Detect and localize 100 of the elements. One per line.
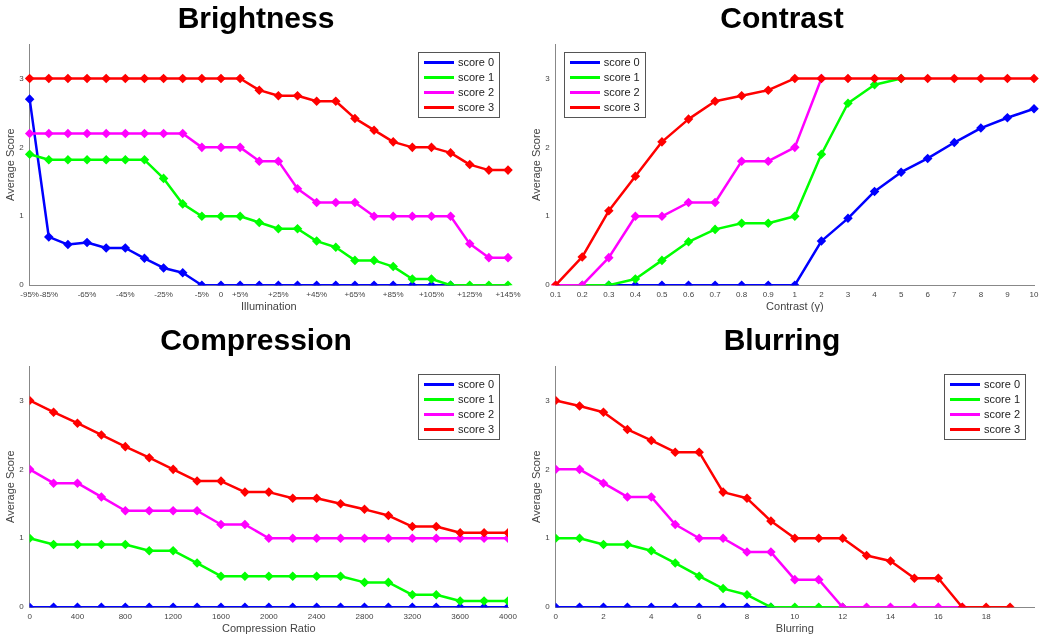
point [25, 74, 34, 83]
point [737, 156, 746, 166]
x-tick-label: 1600 [212, 612, 231, 622]
point [647, 492, 656, 502]
x-tick-label: 8 [744, 612, 750, 622]
point [817, 236, 826, 246]
point [479, 596, 489, 606]
point [331, 96, 341, 106]
point [737, 218, 746, 228]
point [684, 198, 693, 207]
point [670, 447, 680, 457]
legend-label: score 2 [457, 85, 494, 100]
point [178, 129, 187, 138]
point [923, 154, 932, 163]
x-axis-title: Blurring [775, 622, 814, 635]
point [432, 522, 441, 531]
point [216, 520, 226, 529]
point [312, 96, 321, 106]
point [446, 148, 455, 158]
y-tick-label: 1 [19, 211, 25, 221]
y-tick-label: 2 [19, 142, 25, 152]
point [63, 129, 73, 138]
point [140, 129, 149, 138]
point [934, 574, 943, 583]
point [503, 165, 513, 175]
point [197, 143, 207, 152]
point [790, 575, 800, 584]
point [623, 492, 632, 502]
point [718, 534, 728, 543]
x-tick-label: -25% [154, 290, 173, 300]
point [923, 74, 932, 83]
point [623, 425, 632, 434]
x-tick-label: +65% [344, 290, 366, 300]
y-axis-title: Average Score [529, 450, 542, 523]
point [838, 534, 847, 543]
point [790, 74, 800, 83]
point [49, 478, 58, 488]
point [455, 528, 465, 538]
x-tick-label: 2 [601, 612, 607, 622]
point [694, 571, 704, 581]
legend-label: score 0 [983, 377, 1020, 392]
x-tick-label: 0.2 [576, 290, 589, 300]
point [604, 206, 614, 216]
point [264, 487, 274, 497]
x-tick-label: 0.7 [709, 290, 722, 300]
x-axis-title: Contrast (γ) [766, 300, 824, 313]
x-tick-label: 0.3 [603, 290, 615, 300]
point [870, 187, 879, 196]
point [264, 571, 274, 581]
x-tick-label: 7 [952, 290, 958, 300]
point [360, 534, 369, 543]
point [350, 114, 360, 123]
point [1003, 113, 1012, 122]
x-tick-label: 9 [1005, 290, 1011, 300]
point [465, 239, 474, 249]
x-tick-label: -85% [39, 290, 59, 300]
x-tick-label: 16 [933, 612, 944, 622]
point [73, 478, 82, 488]
point [479, 534, 489, 543]
point [388, 137, 398, 147]
y-tick-label: 0 [545, 280, 551, 290]
legend-label: score 1 [603, 70, 640, 85]
point [235, 212, 245, 221]
x-tick-label: -65% [77, 290, 97, 300]
y-tick-label: 2 [545, 142, 551, 152]
point [843, 99, 853, 108]
point [575, 465, 584, 474]
y-axis-title: Average Score [3, 128, 16, 201]
point [159, 74, 168, 83]
point [465, 160, 474, 169]
point [742, 590, 752, 600]
x-tick-label: 0 [553, 612, 559, 622]
legend-label: score 1 [983, 392, 1020, 407]
point [240, 520, 250, 529]
legend-label: score 0 [457, 377, 494, 392]
point [910, 574, 919, 583]
point [63, 240, 73, 249]
chart-title: Brightness [177, 1, 335, 35]
point [360, 578, 369, 587]
point [336, 534, 345, 543]
point [235, 143, 245, 152]
point [63, 155, 73, 165]
point [764, 156, 773, 166]
point [159, 129, 168, 138]
point [25, 129, 34, 138]
point [274, 224, 283, 233]
x-tick-label: 3200 [403, 612, 422, 622]
point [814, 575, 823, 584]
point [293, 224, 302, 233]
point [293, 184, 302, 193]
point [288, 571, 297, 581]
point [240, 571, 250, 581]
x-tick-label: 0.5 [656, 290, 669, 300]
legend-label: score 1 [457, 392, 494, 407]
point [216, 74, 226, 83]
legend-label: score 2 [983, 407, 1020, 422]
point [331, 198, 341, 207]
x-tick-label: 400 [70, 612, 85, 622]
point [710, 225, 720, 234]
point [657, 256, 667, 265]
